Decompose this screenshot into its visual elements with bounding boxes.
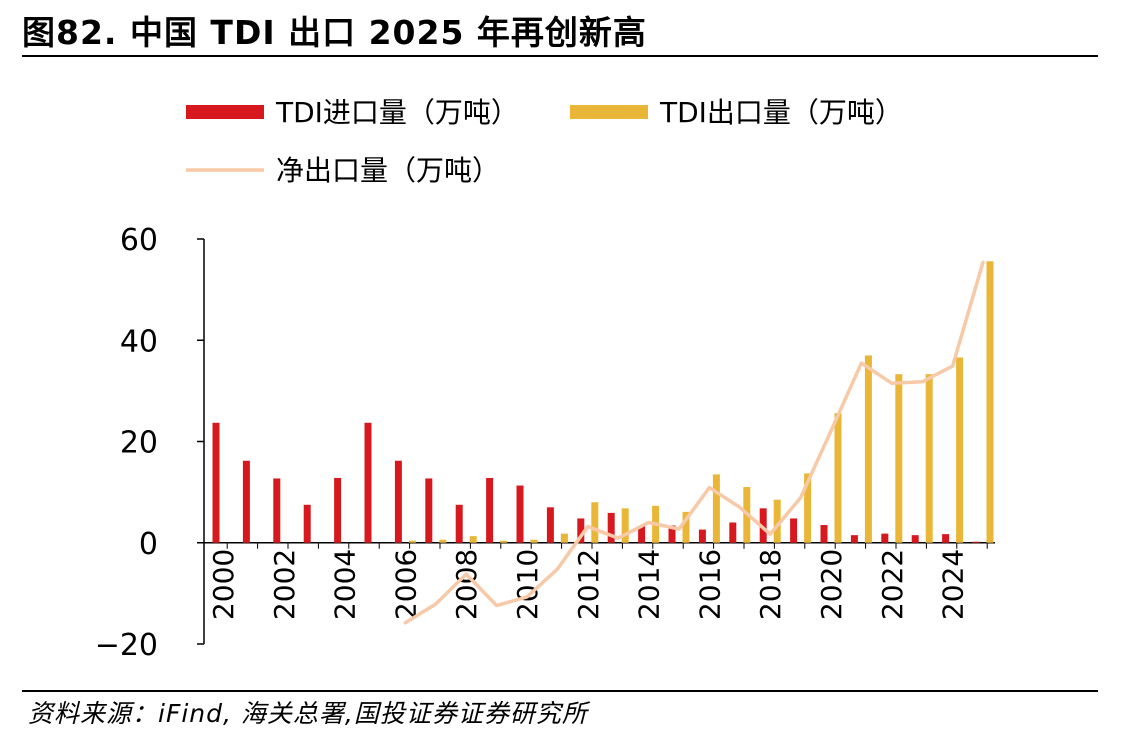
x-tick-label: 2002 xyxy=(268,549,301,620)
legend-swatch xyxy=(186,105,264,119)
title-rule xyxy=(22,55,1098,57)
export-bar xyxy=(439,539,447,543)
export-bar xyxy=(682,511,690,543)
import-bar xyxy=(546,507,554,543)
x-tick-label: 2022 xyxy=(876,549,909,620)
import-bar xyxy=(607,512,615,543)
export-bar xyxy=(834,413,842,543)
net-export-line xyxy=(403,260,985,625)
legend-swatch xyxy=(570,105,648,119)
legend-label: 净出口量（万吨） xyxy=(276,154,500,187)
import-bar xyxy=(516,485,524,543)
export-bar xyxy=(621,508,629,543)
export-bar xyxy=(712,474,720,543)
import-bar xyxy=(273,478,281,543)
import-bar xyxy=(698,529,706,543)
import-bar xyxy=(455,504,463,543)
import-bar xyxy=(394,460,402,543)
import-bar xyxy=(486,477,494,543)
x-tick-label: 2016 xyxy=(693,549,726,620)
export-bar xyxy=(530,539,538,543)
x-tick-label: 2024 xyxy=(937,549,970,620)
lines xyxy=(403,260,985,625)
export-bar xyxy=(986,261,994,543)
bars xyxy=(212,261,994,543)
import-bar xyxy=(638,526,646,543)
x-tick-label: 2000 xyxy=(207,549,240,620)
x-tick-label: 2020 xyxy=(815,549,848,620)
export-bar xyxy=(591,502,599,543)
x-tick-label: 2006 xyxy=(389,549,422,620)
import-bar xyxy=(425,478,433,543)
export-bar xyxy=(925,374,933,543)
export-bar xyxy=(895,374,903,543)
import-bar xyxy=(242,460,250,543)
x-tick-label: 2018 xyxy=(754,549,787,620)
export-bar xyxy=(469,536,477,543)
export-bar xyxy=(804,473,812,543)
y-tick-label: 40 xyxy=(120,324,158,359)
import-bar xyxy=(881,533,889,543)
import-bar xyxy=(820,525,828,543)
legend-label: TDI出口量（万吨） xyxy=(659,96,903,129)
y-tick-label: 0 xyxy=(139,527,158,562)
import-bar xyxy=(364,422,372,543)
legend: TDI进口量（万吨） TDI出口量（万吨） 净出口量（万吨） xyxy=(186,96,903,187)
x-tick-label: 2012 xyxy=(572,549,605,620)
import-bar xyxy=(972,541,980,543)
export-bar xyxy=(500,540,508,543)
y-tick-label: −20 xyxy=(95,628,158,663)
x-tick-label: 2004 xyxy=(329,549,362,620)
import-bar xyxy=(911,535,919,543)
export-bar xyxy=(773,499,781,543)
import-bar xyxy=(577,518,585,543)
export-bar xyxy=(560,533,568,543)
legend-label: TDI进口量（万吨） xyxy=(275,96,519,129)
source-rule xyxy=(22,690,1098,692)
import-bar xyxy=(303,504,311,543)
export-bar xyxy=(864,355,872,543)
y-tick-label: 20 xyxy=(120,426,158,461)
import-bar xyxy=(850,535,858,543)
export-bar xyxy=(408,540,416,543)
y-tick-label: 60 xyxy=(120,223,158,258)
source-note: 资料来源：iFind, 海关总署,国投证券证券研究所 xyxy=(28,699,588,728)
export-bar xyxy=(956,357,964,543)
x-tick-label: 2014 xyxy=(633,549,666,620)
import-bar xyxy=(759,508,767,543)
import-bar xyxy=(942,534,950,543)
chart-title: 图82. 中国 TDI 出口 2025 年再创新高 xyxy=(22,13,647,52)
import-bar xyxy=(668,525,676,543)
import-bar xyxy=(334,477,342,543)
import-bar xyxy=(212,422,220,543)
import-bar xyxy=(729,522,737,543)
import-bar xyxy=(790,518,798,543)
